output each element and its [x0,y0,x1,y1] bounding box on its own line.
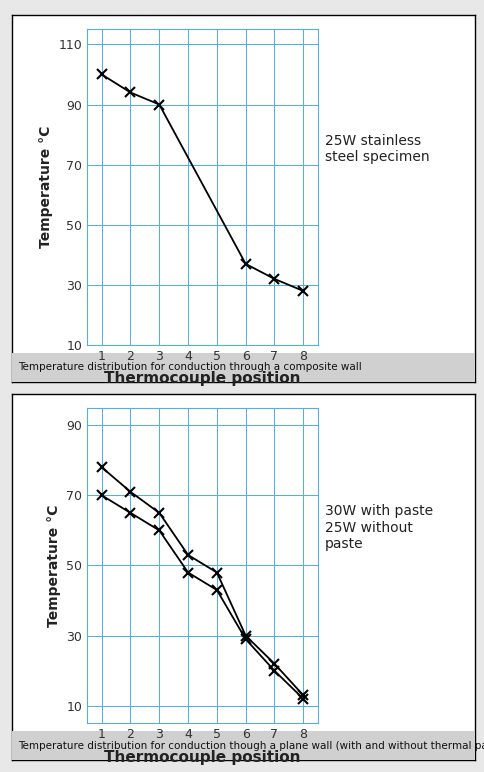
Text: Temperature distribution for conduction though a plane wall (with and without th: Temperature distribution for conduction … [17,741,484,750]
Text: 25W stainless
steel specimen: 25W stainless steel specimen [324,134,429,164]
X-axis label: Thermocouple position: Thermocouple position [104,371,300,386]
Y-axis label: Temperature °C: Temperature °C [47,504,61,627]
Y-axis label: Temperature °C: Temperature °C [39,126,53,249]
Text: 30W with paste
25W without
paste: 30W with paste 25W without paste [324,504,432,550]
X-axis label: Thermocouple position: Thermocouple position [104,750,300,764]
Text: Temperature distribution for conduction through a composite wall: Temperature distribution for conduction … [17,363,361,372]
